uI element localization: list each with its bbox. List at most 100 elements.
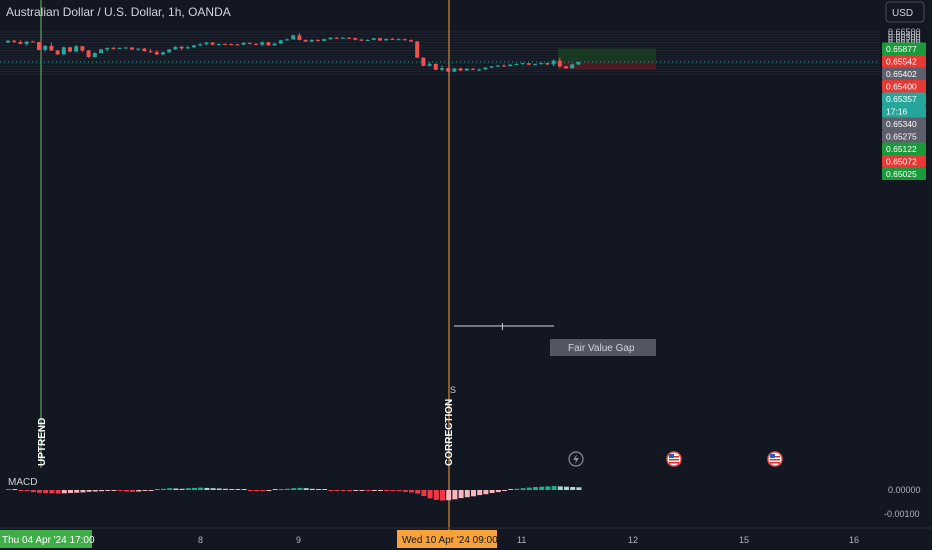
- macd-bar: [80, 490, 86, 493]
- macd-bar: [260, 490, 266, 492]
- price-label-badge: [882, 54, 926, 68]
- guide-lines: [0, 0, 880, 530]
- macd-bar: [117, 490, 123, 491]
- candle-body: [384, 38, 389, 41]
- candle-body: [396, 39, 401, 41]
- macd-bar: [43, 490, 49, 493]
- macd-bar: [86, 490, 92, 492]
- macd-bar: [198, 487, 204, 490]
- macd-bar: [390, 490, 396, 491]
- candle-body: [223, 43, 227, 45]
- macd-bar: [421, 490, 427, 496]
- price-label-text: 0.65400: [886, 81, 917, 91]
- macd-tick: -0.00100: [884, 509, 920, 519]
- macd-bar: [384, 490, 390, 491]
- macd-bar: [483, 490, 489, 495]
- candle-body: [557, 60, 562, 67]
- lightning-icon[interactable]: [568, 451, 584, 467]
- candle-body: [24, 41, 29, 44]
- fair-value-gap-box: [550, 339, 656, 356]
- macd-bar: [266, 490, 272, 491]
- candle-body: [508, 64, 513, 67]
- candle-body: [260, 42, 265, 45]
- candle-body: [421, 57, 426, 66]
- macd-bar: [18, 490, 24, 491]
- macd-bar: [557, 486, 563, 490]
- macd-bar: [402, 490, 408, 492]
- candle-body: [105, 47, 110, 50]
- time-label-center-badge: [397, 530, 497, 548]
- macd-bar: [576, 487, 582, 490]
- macd-bar: [477, 490, 483, 496]
- macd-bar: [74, 490, 80, 493]
- price-grid: [0, 31, 880, 75]
- macd-bar: [223, 488, 228, 490]
- macd-bar: [328, 490, 334, 491]
- candle-body: [297, 35, 302, 40]
- candle-body: [489, 66, 494, 68]
- macd-bar: [192, 487, 197, 490]
- candle-body: [533, 64, 537, 66]
- candle-body: [204, 42, 209, 45]
- macd-bar: [551, 486, 557, 490]
- macd-bar: [272, 489, 278, 490]
- price-label-badge: [882, 42, 926, 55]
- candle-body: [427, 63, 432, 66]
- macd-bar: [6, 489, 11, 490]
- macd-bar: [415, 490, 421, 494]
- macd-bar: [123, 490, 129, 492]
- macd-bar: [471, 490, 476, 497]
- macd-bar: [316, 489, 321, 490]
- candle-body: [291, 35, 296, 40]
- macd-bar: [539, 486, 545, 490]
- time-axis[interactable]: 8 9 11 12 15 16 Thu 04 Apr '24 17:00 Wed 10 Apr…: [0, 527, 932, 548]
- candle-body: [148, 51, 153, 53]
- annotations-layer: UPTREND CORRECTION Fair Value Gap I S: [37, 322, 635, 466]
- candle-body: [117, 47, 122, 49]
- macd-bar: [433, 490, 439, 500]
- candle-body: [526, 63, 531, 65]
- candle-body: [198, 44, 203, 46]
- macd-bar: [520, 488, 526, 490]
- macd-bar: [334, 490, 340, 491]
- us-flag-icon[interactable]: [767, 451, 783, 467]
- macd-label: MACD: [8, 477, 37, 488]
- macd-bar: [291, 488, 297, 490]
- price-tick: 0.66300: [888, 32, 921, 42]
- macd-bar: [526, 487, 532, 490]
- us-flag-icon[interactable]: [666, 451, 682, 467]
- candle-body: [390, 38, 395, 40]
- macd-bar: [49, 490, 55, 494]
- macd-bar: [297, 487, 303, 490]
- candle-body: [185, 47, 190, 49]
- macd-bar: [446, 490, 452, 501]
- fair-value-gap-label: Fair Value Gap: [568, 343, 635, 354]
- range-label: I: [501, 322, 504, 333]
- price-tick: 0.66500: [888, 27, 921, 37]
- candle-body: [415, 41, 420, 58]
- price-label-text: 0.65275: [886, 131, 917, 141]
- macd-bar: [464, 490, 470, 498]
- candle-body: [192, 45, 196, 48]
- candle-body: [440, 68, 444, 70]
- price-label-badge: [882, 67, 926, 80]
- time-label-left: Thu 04 Apr '24 17:00: [2, 535, 95, 546]
- candle-body: [92, 53, 97, 58]
- candle-body: [167, 49, 172, 53]
- macd-bar: [489, 490, 495, 493]
- macd-bar: [340, 490, 346, 491]
- price-label-badge: [882, 167, 926, 180]
- macd-bar: [92, 490, 98, 492]
- price-tick: 0.66400: [888, 30, 921, 40]
- currency-button[interactable]: USD: [885, 1, 925, 23]
- macd-bar: [142, 490, 148, 491]
- candle-body: [216, 43, 221, 45]
- candle-body: [471, 68, 475, 70]
- price-label-badge: [882, 117, 926, 130]
- candle-body: [80, 46, 85, 51]
- time-label-center: Wed 10 Apr '24 09:00: [402, 535, 498, 546]
- time-label-left-badge: [0, 530, 92, 548]
- macd-bar: [396, 490, 402, 492]
- candle-body: [235, 44, 240, 46]
